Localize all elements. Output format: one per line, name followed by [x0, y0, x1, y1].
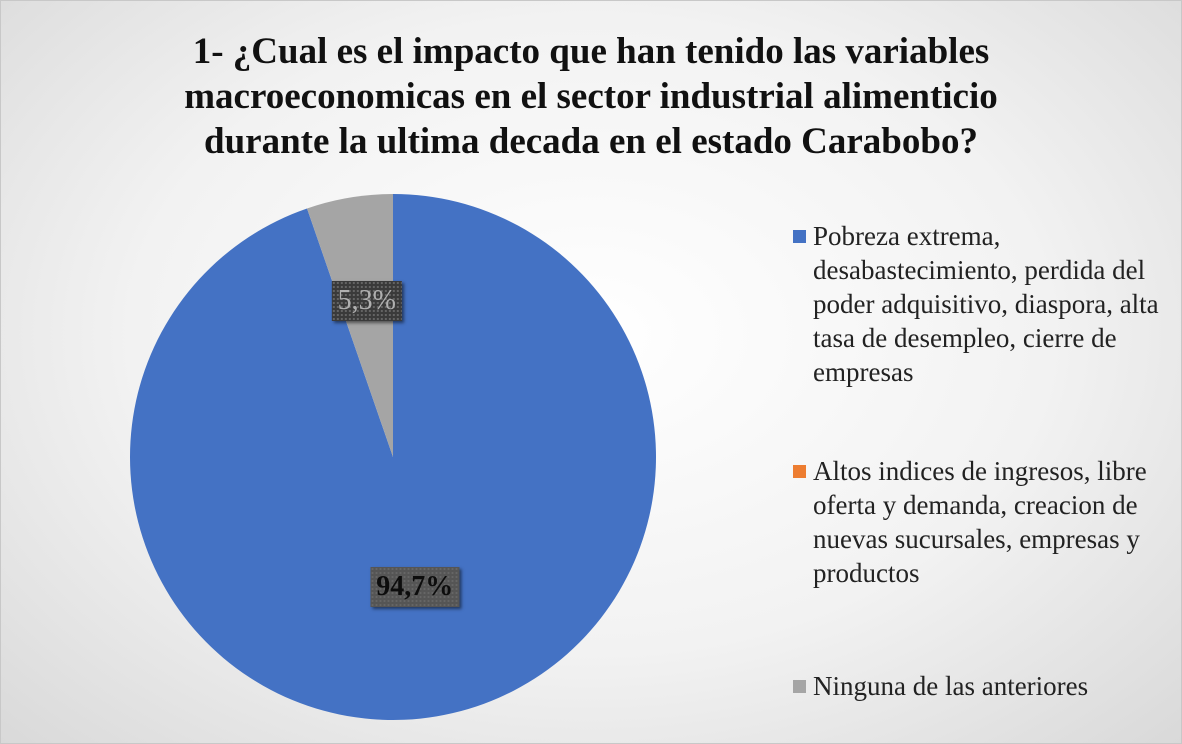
legend-swatch [793, 465, 806, 478]
legend-label: Pobreza extrema, desabastecimiento, perd… [813, 221, 1159, 387]
legend-label: Ninguna de las anteriores [813, 671, 1089, 701]
legend-swatch [793, 230, 806, 243]
legend-item: Pobreza extrema, desabastecimiento, perd… [793, 219, 1173, 389]
pie-slice [307, 194, 393, 457]
chart-title: 1- ¿Cual es el impacto que han tenido la… [184, 31, 998, 162]
legend-item: Altos indices de ingresos, libre oferta … [793, 454, 1173, 590]
legend-item: Ninguna de las anteriores [793, 669, 1173, 703]
pie-slice [129, 194, 656, 720]
legend-swatch [793, 680, 806, 693]
legend-label: Altos indices de ingresos, libre oferta … [813, 456, 1147, 588]
data-label: 94,7% [370, 566, 460, 607]
data-label: 5,3% [331, 281, 403, 322]
